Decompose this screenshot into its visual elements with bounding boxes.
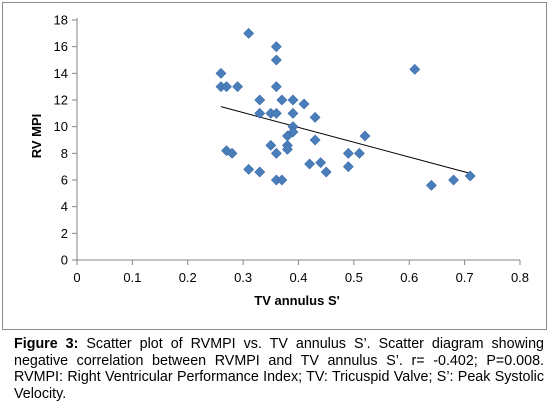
data-point	[226, 147, 238, 159]
data-point	[254, 107, 266, 119]
data-point	[270, 81, 282, 93]
data-point	[287, 94, 299, 106]
data-point	[353, 147, 365, 159]
x-tick-label: 0.8	[511, 270, 529, 285]
data-point	[409, 63, 421, 75]
caption-text: Scatter plot of RVMPI vs. TV annulus S’.…	[14, 336, 544, 402]
caption-label: Figure 3:	[14, 336, 79, 352]
data-point	[276, 174, 288, 186]
data-point	[309, 134, 321, 146]
y-tick-label: 14	[54, 66, 68, 81]
axes: 0 2 4 6 8 10 12 14 16 18 0 0.1 0.2 0.3 0.4 0.5 0.6 0.7 0.8	[54, 13, 530, 286]
chart-frame: 0 2 4 6 8 10 12 14 16 18 0 0.1 0.2 0.3 0.4 0.5 0.6 0.7 0.8…	[2, 2, 547, 330]
data-point	[298, 98, 310, 110]
x-tick-label: 0.1	[123, 270, 141, 285]
data-point	[265, 139, 277, 151]
y-tick-label: 18	[54, 13, 68, 28]
data-point	[359, 130, 371, 142]
trendline	[220, 106, 471, 174]
x-tick-label: 0	[73, 270, 80, 285]
data-point	[243, 163, 255, 175]
figure-caption: Figure 3: Scatter plot of RVMPI vs. TV a…	[14, 336, 544, 402]
data-point	[287, 107, 299, 119]
data-point	[276, 94, 288, 106]
data-point	[232, 81, 244, 93]
y-tick-label: 4	[61, 199, 68, 214]
trendline-layer	[220, 106, 471, 174]
data-point	[287, 126, 299, 138]
data-point	[254, 94, 266, 106]
data-point	[315, 157, 327, 169]
data-point	[243, 27, 255, 39]
x-tick-label: 0.3	[234, 270, 252, 285]
data-point	[464, 170, 476, 182]
y-tick-label: 8	[61, 146, 68, 161]
y-tick-label: 6	[61, 173, 68, 188]
y-tick-label: 2	[61, 226, 68, 241]
data-point	[221, 81, 232, 93]
data-point	[320, 166, 332, 178]
data-point	[342, 161, 354, 173]
x-tick-label: 0.5	[345, 270, 363, 285]
y-axis-title: RV MPI	[29, 114, 44, 159]
data-point	[425, 179, 437, 191]
y-tick-label: 10	[54, 119, 68, 134]
data-point	[254, 166, 266, 178]
y-tick-label: 16	[54, 39, 68, 54]
data-point	[448, 174, 459, 186]
data-point	[215, 67, 227, 79]
data-point	[270, 41, 282, 53]
data-point	[304, 158, 315, 170]
y-tick-label: 12	[54, 93, 68, 108]
data-point	[342, 147, 354, 159]
data-point	[309, 111, 321, 123]
x-tick-label: 0.2	[179, 270, 197, 285]
x-tick-label: 0.4	[289, 270, 307, 285]
data-point	[270, 54, 282, 66]
x-tick-label: 0.6	[400, 270, 418, 285]
x-axis-title: TV annulus S'	[254, 293, 339, 308]
points-layer	[215, 27, 476, 191]
data-point	[270, 107, 282, 119]
data-point	[282, 143, 293, 155]
y-tick-label: 0	[61, 253, 68, 268]
x-tick-label: 0.7	[456, 270, 474, 285]
data-point	[270, 147, 282, 159]
scatter-plot: 0 2 4 6 8 10 12 14 16 18 0 0.1 0.2 0.3 0.4 0.5 0.6 0.7 0.8…	[29, 13, 530, 309]
